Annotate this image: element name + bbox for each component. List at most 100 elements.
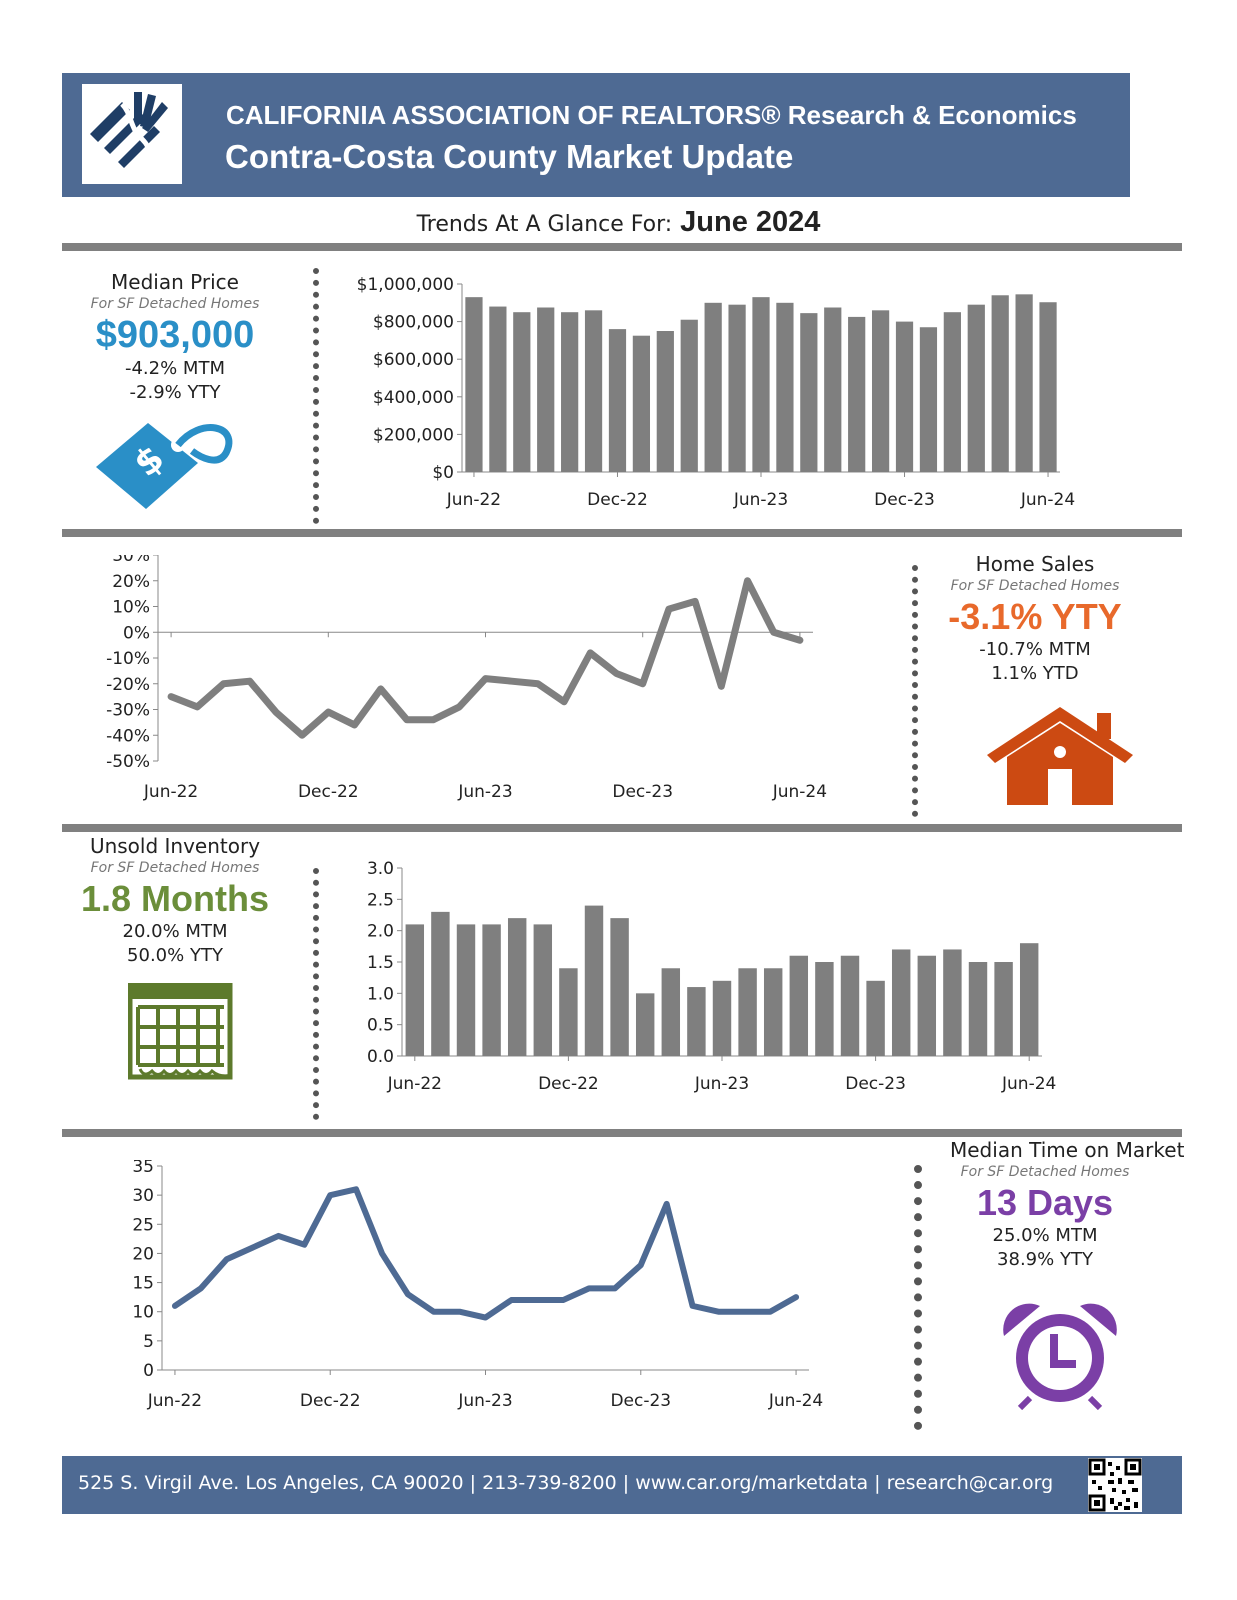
- x-tick-label: Jun-24: [768, 1391, 823, 1411]
- inventory-chart: 0.0 0.5 1.0 1.5 2.0 2.5 3.0 Jun-22 Dec-22 Jun-23 D…: [367, 860, 1056, 1094]
- panel-title: Unsold Inventory: [89, 834, 261, 858]
- series-line: [167, 577, 804, 739]
- y-tick-label: 0.5: [367, 1016, 394, 1036]
- median-price-mtm: -4.2% MTM: [124, 358, 225, 379]
- bar: [891, 949, 911, 1056]
- bar: [608, 329, 627, 472]
- glance-label: Trends At A Glance For:: [416, 212, 673, 237]
- x-tick-label: Jun-22: [143, 782, 198, 802]
- panel-title: Home Sales: [975, 552, 1095, 576]
- x-tick-label: Jun-22: [147, 1391, 202, 1411]
- glance-heading: Trends At A Glance For: June 2024: [0, 206, 1237, 239]
- bar: [513, 312, 531, 472]
- x-tick-label: Jun-22: [387, 1074, 442, 1094]
- bar: [919, 327, 938, 472]
- inventory-mtm: 20.0% MTM: [122, 921, 228, 942]
- panel-title: Median Time on Market: [950, 1138, 1185, 1162]
- bar: [559, 968, 578, 1056]
- y-tick-label: $400,000: [373, 388, 454, 408]
- time-on-market-chart: 0 5 10 15 20 25 30 35 Jun-22 Dec-22 Jun-23 Dec-23 Ju…: [132, 1160, 823, 1411]
- x-tick-label: Jun-23: [694, 1074, 749, 1094]
- panel-subtitle: For SF Detached Homes: [90, 860, 260, 876]
- x-tick-label: Dec-22: [538, 1074, 599, 1094]
- qr-code-icon: [1088, 1458, 1142, 1512]
- y-tick-label: $0: [432, 463, 454, 483]
- section-divider: [62, 529, 1182, 537]
- y-tick-label: 1.0: [367, 984, 394, 1004]
- x-tick-label: Jun-23: [457, 1391, 512, 1411]
- header-banner: [62, 73, 1130, 197]
- y-tick-label: 20: [132, 1244, 154, 1264]
- x-tick-label: Dec-22: [298, 782, 359, 802]
- y-tick-label: $1,000,000: [357, 275, 454, 295]
- bar: [661, 968, 681, 1056]
- x-tick-label: Dec-23: [610, 1391, 671, 1411]
- x-tick-label: Dec-22: [300, 1391, 361, 1411]
- header-title-org: CALIFORNIA ASSOCIATION OF REALTORS® Rese…: [226, 100, 1077, 130]
- bar: [482, 924, 501, 1056]
- y-tick-label: 10%: [112, 598, 150, 618]
- time-on-market-value: 13 Days: [976, 1182, 1114, 1223]
- bar: [789, 955, 809, 1056]
- bar: [776, 302, 794, 472]
- y-tick-label: 0: [143, 1361, 154, 1381]
- bar: [712, 980, 732, 1056]
- y-tick-label: 3.0: [367, 860, 394, 879]
- bar: [967, 304, 985, 472]
- price-tag-icon: $: [90, 415, 240, 520]
- y-tick-label: -20%: [106, 675, 150, 695]
- y-tick-label: 15: [132, 1274, 154, 1294]
- y-tick-label: 1.5: [367, 953, 394, 973]
- section-divider: [62, 1129, 1182, 1137]
- bar: [968, 962, 988, 1056]
- bar: [635, 993, 655, 1056]
- bar: [895, 321, 914, 472]
- x-tick-label: Dec-22: [587, 490, 648, 510]
- bar: [1019, 943, 1039, 1056]
- x-tick-label: Jun-22: [446, 490, 501, 510]
- glance-period: June 2024: [680, 206, 821, 238]
- bar: [584, 905, 604, 1056]
- panel-subtitle: For SF Detached Homes: [90, 296, 260, 312]
- bar: [507, 918, 527, 1056]
- y-tick-label: 20%: [112, 572, 150, 592]
- bar: [537, 307, 555, 472]
- bar: [840, 955, 860, 1056]
- x-tick-label: Jun-23: [733, 490, 788, 510]
- y-tick-label: 5: [143, 1332, 154, 1352]
- inventory-value: 1.8 Months: [80, 878, 269, 919]
- x-tick-label: Jun-24: [1001, 1074, 1056, 1094]
- bar: [1039, 302, 1057, 472]
- y-tick-label: $200,000: [373, 425, 454, 445]
- header-title-report: Contra-Costa County Market Update: [225, 138, 794, 175]
- y-tick-label: -40%: [106, 726, 150, 746]
- dotted-separator: [914, 1165, 922, 1430]
- y-tick-label: 0%: [123, 623, 150, 643]
- y-tick-label: 30: [132, 1186, 154, 1206]
- car-logo: [82, 84, 182, 184]
- time-on-market-mtm: 25.0% MTM: [992, 1225, 1098, 1246]
- y-tick-label: -50%: [106, 752, 150, 772]
- bar: [465, 297, 483, 472]
- bar: [800, 313, 818, 472]
- bar: [728, 304, 746, 472]
- bar: [561, 312, 579, 472]
- y-tick-label: 2.0: [367, 922, 394, 942]
- median-price-chart: $0 $200,000 $400,000 $600,000 $800,000 $1,000…: [357, 275, 1076, 510]
- x-tick-label: Jun-24: [1020, 490, 1075, 510]
- home-sales-ytd: 1.1% YTD: [991, 663, 1079, 684]
- section-divider: [62, 824, 1182, 832]
- footer-contact: 525 S. Virgil Ave. Los Angeles, CA 90020…: [78, 1472, 1054, 1494]
- y-tick-label: 0.0: [367, 1047, 394, 1067]
- bar: [763, 968, 783, 1056]
- time-on-market-panel: Median Time on Market For SF Detached Ho…: [950, 1138, 1185, 1272]
- x-tick-label: Dec-23: [612, 782, 673, 802]
- bar: [456, 924, 476, 1056]
- bar: [1015, 294, 1033, 472]
- bar: [824, 307, 842, 472]
- bar: [815, 962, 834, 1056]
- bar: [405, 924, 425, 1056]
- inventory-yty: 50.0% YTY: [127, 945, 223, 966]
- footer-bar: [62, 1456, 1182, 1514]
- y-tick-label: 2.5: [367, 890, 394, 910]
